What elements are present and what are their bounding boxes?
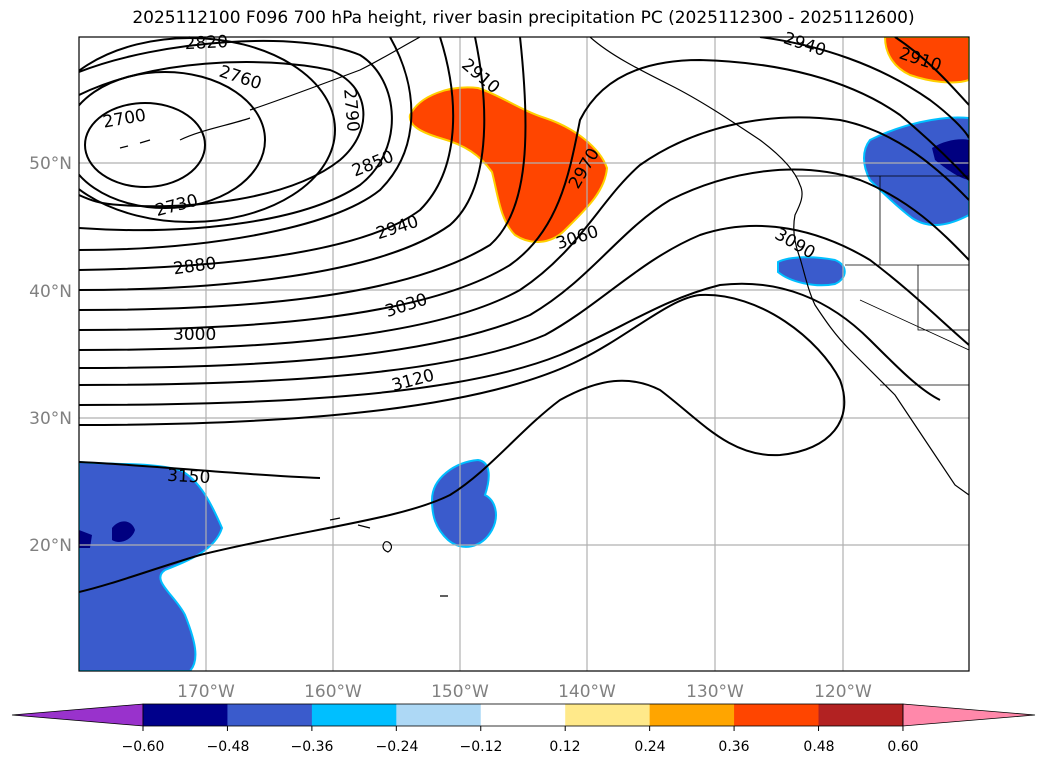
contour-label: 3030: [383, 290, 430, 322]
colorbar-tick-label: −0.60: [122, 739, 165, 755]
contour-label: 2700: [101, 105, 147, 132]
colorbar-frame: [142, 703, 904, 727]
colorbar-extend-max: [902, 703, 1036, 727]
lon-label: 150°W: [431, 682, 489, 702]
coast-bc: [793, 184, 803, 259]
state-border-1: [795, 175, 969, 386]
coast-alaska: [249, 37, 801, 186]
colorbar-swatch: [143, 704, 228, 726]
height-contours: [79, 37, 969, 593]
contour-3060: [79, 224, 969, 386]
contour-2970: [79, 58, 969, 331]
lon-label: 160°W: [304, 682, 362, 702]
colorbar-swatch: [649, 704, 735, 726]
contour-label: 2790: [339, 88, 363, 133]
contour-label: 2730: [153, 191, 200, 222]
precip-region-blue-hi: [430, 458, 497, 548]
contour-label: 3150: [167, 466, 211, 488]
colorbar-tick-label: −0.12: [460, 739, 503, 755]
contour-3030: [79, 168, 969, 369]
colorbar-swatch: [734, 704, 820, 726]
contour-label: 2940: [374, 212, 421, 244]
contour-2910: [79, 37, 969, 291]
colorbar: [11, 703, 1036, 731]
lon-axis: 170°W 160°W 150°W 140°W 130°W 120°W: [177, 682, 872, 702]
contour-2700: [84, 102, 206, 188]
colorbar-tick-label: 0.48: [803, 739, 834, 755]
lat-label: 50°N: [29, 154, 72, 174]
lat-axis: 50°N 40°N 30°N 20°N: [29, 154, 72, 556]
contour-label: 2940: [781, 29, 828, 61]
contour-3090: [79, 282, 941, 406]
coast-westcoast: [799, 257, 969, 496]
map-frame: [78, 36, 970, 672]
precip-region-blue-or: [777, 256, 846, 287]
contour-label: 3000: [173, 325, 216, 345]
colorbar-tick-label: −0.36: [291, 739, 334, 755]
contour-label: 2850: [349, 147, 397, 182]
colorbar-swatch: [311, 704, 397, 726]
contour-3150: [79, 461, 321, 479]
colorbar-tick-label: 0.12: [549, 739, 580, 755]
colorbar-swatch: [565, 704, 651, 726]
colorbar-tick-label: −0.48: [207, 739, 250, 755]
colorbar-swatch: [818, 704, 904, 726]
contour-2730: [79, 71, 266, 209]
contour-3000: [79, 116, 969, 351]
lat-label: 30°N: [29, 409, 72, 429]
contour-label: 2820: [184, 32, 228, 54]
contour-2790: [79, 61, 365, 208]
coast-aleutians: [119, 117, 251, 149]
colorbar-tick-label: −0.24: [376, 739, 419, 755]
lon-label: 170°W: [177, 682, 235, 702]
colorbar-labels: −0.60 −0.48 −0.36 −0.24 −0.12 0.12 0.24 …: [122, 739, 919, 755]
contour-2850: [79, 37, 413, 251]
hawaii-islands: [329, 517, 448, 597]
contour-label: 2880: [172, 254, 218, 280]
contour-2760: [79, 37, 336, 223]
lon-label: 130°W: [686, 682, 744, 702]
coastlines: [119, 37, 969, 597]
lat-label: 40°N: [29, 282, 72, 302]
colorbar-swatch: [396, 704, 482, 726]
colorbar-swatch: [227, 704, 313, 726]
lon-label: 120°W: [814, 682, 872, 702]
precip-region-blue-sw: [79, 460, 224, 671]
contour-2940: [79, 37, 969, 311]
colorbar-tick-label: 0.60: [887, 739, 918, 755]
colorbar-swatch: [480, 704, 566, 726]
lon-label: 140°W: [558, 682, 616, 702]
colorbar-extend-min: [11, 703, 144, 727]
precip-region-darkblue-sw: [79, 521, 135, 548]
precip-shading: [79, 37, 969, 671]
contour-3120: [79, 293, 846, 593]
contour-2880: [79, 37, 455, 271]
map-title: 2025112100 F096 700 hPa height, river ba…: [132, 8, 915, 28]
contour-label: 2760: [217, 62, 264, 94]
colorbar-tick-label: 0.24: [634, 739, 665, 755]
precip-region-orange-ne: [883, 37, 969, 84]
colorbar-tick-label: 0.36: [718, 739, 749, 755]
contour-2820: [79, 39, 393, 232]
lat-label: 20°N: [29, 536, 72, 556]
